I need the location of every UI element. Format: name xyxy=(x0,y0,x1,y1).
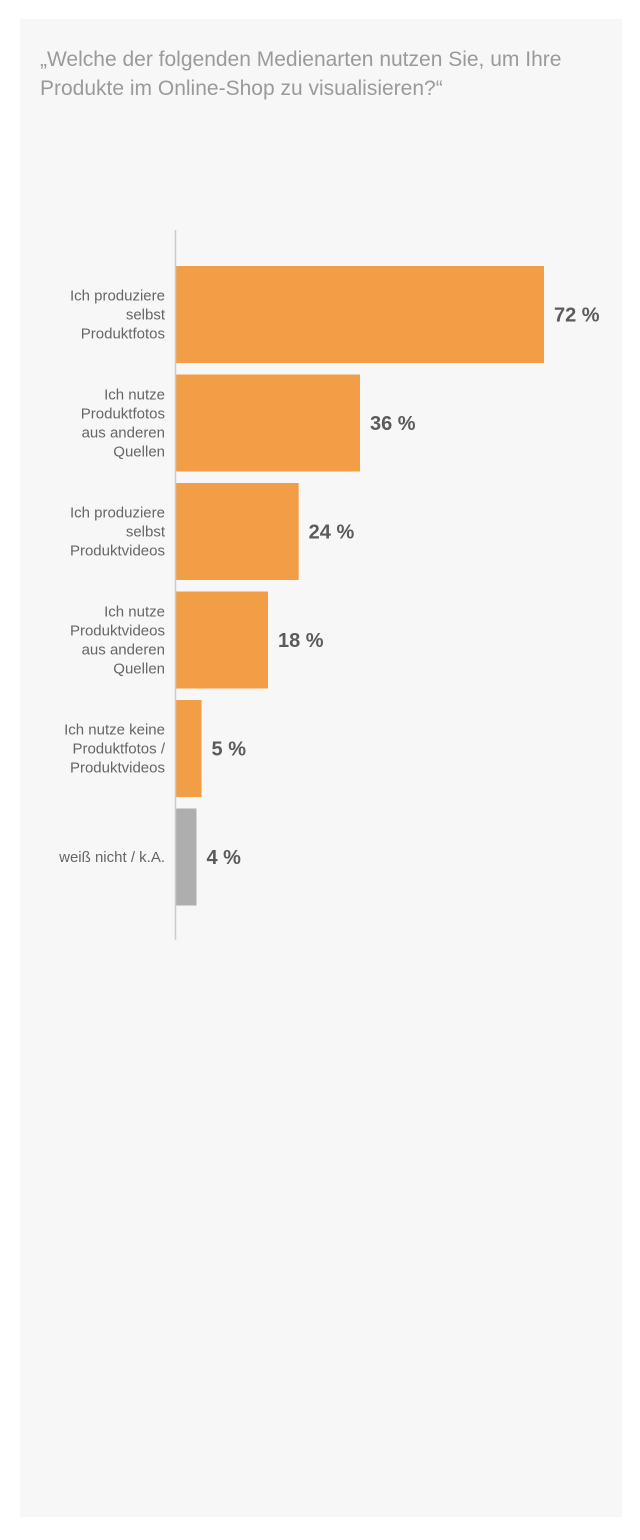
value-label-4: 18 % xyxy=(278,630,324,652)
bar-6 xyxy=(176,808,197,906)
bar-5 xyxy=(176,700,202,797)
category-label-4: Ich nutze Produktvideos aus anderen Quellen xyxy=(70,604,165,678)
bar-2 xyxy=(176,374,360,472)
category-label-1: Ich produziere selbst Produktfotos xyxy=(70,288,166,343)
chart-title: „Welche der folgenden Medienarten nutzen… xyxy=(40,48,562,100)
value-label-1: 72 % xyxy=(554,305,600,327)
bar-3 xyxy=(176,483,299,580)
category-label-3: Ich produziere selbst Produktvideos xyxy=(70,505,166,560)
bar-4 xyxy=(176,591,268,689)
value-label-2: 36 % xyxy=(370,413,416,435)
bar-1 xyxy=(176,266,544,363)
category-label-2: Ich nutze Produktfotos aus anderen Quellen xyxy=(81,387,165,461)
value-label-3: 24 % xyxy=(309,522,355,544)
category-label-5: Ich nutze keine Produktfotos / Produktvide… xyxy=(64,722,166,777)
value-label-5: 5 % xyxy=(212,739,247,761)
category-label-6: weiß nicht / k.A. xyxy=(58,849,165,866)
value-label-6: 4 % xyxy=(206,847,241,869)
